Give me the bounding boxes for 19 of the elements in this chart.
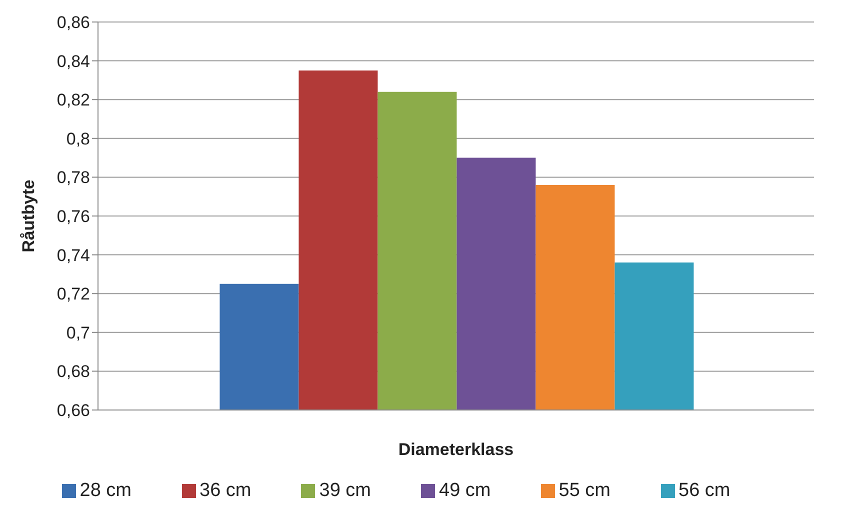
y-tick-label: 0,68 — [56, 362, 90, 382]
y-tick-label: 0,86 — [56, 13, 90, 32]
y-tick-label: 0,7 — [66, 323, 90, 342]
y-tick-label: 0,82 — [56, 90, 90, 110]
y-tick-label: 0,8 — [66, 129, 90, 148]
y-axis-title: Råutbyte — [19, 180, 38, 252]
y-tick-label: 0,66 — [56, 401, 90, 420]
y-tick-label: 0,84 — [56, 52, 90, 71]
legend-label: 36 cm — [200, 480, 252, 501]
legend-label: 49 cm — [439, 480, 491, 501]
y-tick-label: 0,76 — [56, 207, 90, 226]
y-tick-label: 0,74 — [56, 246, 90, 265]
legend-label: 28 cm — [80, 480, 132, 501]
legend-label: 55 cm — [558, 480, 610, 501]
legend-label: 56 cm — [678, 480, 730, 501]
y-tick-label: 0,78 — [56, 168, 90, 188]
legend-label: 39 cm — [319, 480, 371, 501]
x-axis-title: Diameterklass — [398, 440, 514, 459]
y-tick-label: 0,72 — [56, 284, 90, 304]
